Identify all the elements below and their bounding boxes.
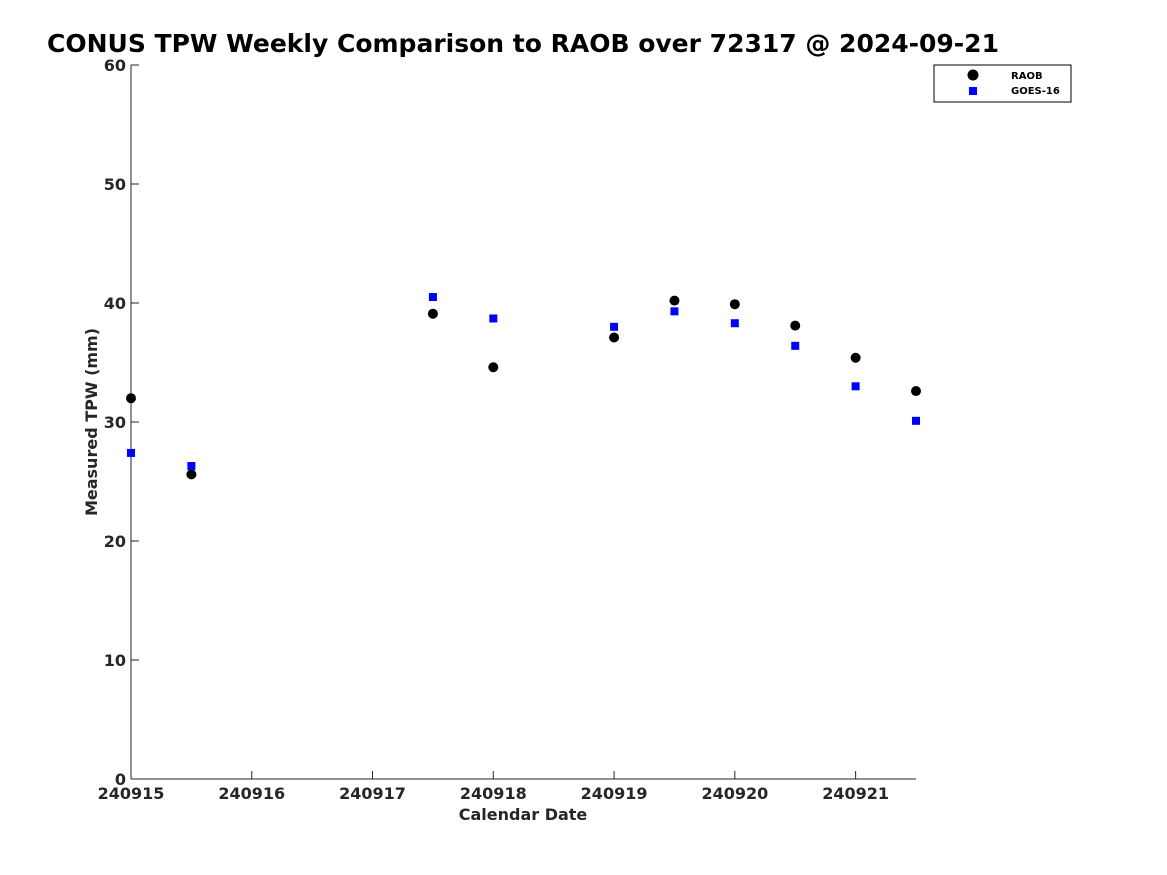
point-raob xyxy=(126,393,136,404)
y-tick-label: 60 xyxy=(104,56,126,75)
point-goes16 xyxy=(912,416,920,425)
point-raob xyxy=(488,362,499,373)
x-tick-label: 240920 xyxy=(701,784,768,803)
x-tick-label: 240919 xyxy=(581,784,648,803)
x-tick-label: 240917 xyxy=(339,784,406,803)
point-goes16 xyxy=(851,382,860,391)
x-ticks: 240915 240916 240917 240918 240919 240920 2409… xyxy=(98,771,889,803)
point-goes16 xyxy=(127,448,135,457)
y-axis-label: Measured TPW (mm) xyxy=(82,328,101,516)
point-raob xyxy=(669,295,680,306)
x-tick-label: 240918 xyxy=(460,784,527,803)
point-raob xyxy=(729,299,740,310)
y-tick-label: 0 xyxy=(115,770,126,789)
point-raob xyxy=(790,320,801,331)
data-points xyxy=(126,293,921,480)
point-goes16 xyxy=(791,341,800,350)
legend-box xyxy=(933,64,1072,103)
point-raob xyxy=(427,308,438,319)
point-raob xyxy=(911,386,921,397)
y-ticks: 0 10 20 30 40 50 60 xyxy=(104,56,139,789)
x-tick-label: 240915 xyxy=(98,784,165,803)
point-goes16 xyxy=(428,293,437,302)
point-raob xyxy=(609,332,620,343)
y-tick-label: 20 xyxy=(104,532,126,551)
x-tick-label: 240921 xyxy=(822,784,889,803)
point-goes16 xyxy=(730,319,739,328)
legend-marker-raob xyxy=(967,69,979,81)
y-tick-label: 30 xyxy=(104,413,126,432)
point-goes16 xyxy=(670,307,679,316)
point-goes16 xyxy=(187,462,196,471)
legend-marker-goes16 xyxy=(969,87,977,95)
legend: RAOB GOES-16 xyxy=(933,64,1072,103)
point-raob xyxy=(850,352,861,363)
x-tick-label: 240916 xyxy=(218,784,285,803)
x-axis-label: Calendar Date xyxy=(459,805,588,824)
legend-label-goes16: GOES-16 xyxy=(1011,86,1060,97)
point-raob xyxy=(186,469,197,480)
y-tick-label: 50 xyxy=(104,175,126,194)
chart-title: CONUS TPW Weekly Comparison to RAOB over… xyxy=(47,29,999,58)
y-tick-label: 10 xyxy=(104,651,126,670)
y-tick-label: 40 xyxy=(104,294,126,313)
point-goes16 xyxy=(489,314,498,323)
legend-label-raob: RAOB xyxy=(1011,71,1043,82)
point-goes16 xyxy=(610,322,619,331)
